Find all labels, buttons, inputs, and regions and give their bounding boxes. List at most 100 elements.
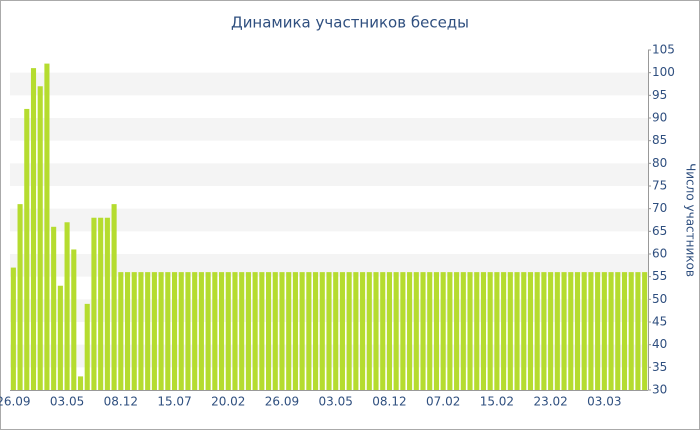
x-tick-label: 08.12 bbox=[104, 395, 138, 409]
bar bbox=[420, 272, 426, 390]
x-tick-label: 26.09 bbox=[265, 395, 299, 409]
y-tick-label: 50 bbox=[652, 292, 667, 306]
y-tick-label: 60 bbox=[652, 247, 667, 261]
x-tick-label: 26.09 bbox=[0, 395, 31, 409]
bar bbox=[440, 272, 446, 390]
bar bbox=[313, 272, 319, 390]
bar bbox=[299, 272, 305, 390]
bar bbox=[185, 272, 191, 390]
bar bbox=[10, 267, 16, 390]
y-tick-label: 30 bbox=[652, 383, 667, 397]
bar bbox=[595, 272, 601, 390]
bar bbox=[454, 272, 460, 390]
bar bbox=[205, 272, 211, 390]
bar bbox=[447, 272, 453, 390]
bar bbox=[292, 272, 298, 390]
bar bbox=[521, 272, 527, 390]
bar bbox=[118, 272, 124, 390]
bar bbox=[24, 108, 30, 390]
bar bbox=[104, 217, 110, 390]
x-tick-label: 03.03 bbox=[587, 395, 621, 409]
bar bbox=[239, 272, 245, 390]
bar bbox=[527, 272, 534, 390]
bar bbox=[71, 249, 77, 390]
bar bbox=[507, 272, 513, 390]
bar bbox=[306, 272, 312, 390]
x-tick-label: 03.05 bbox=[50, 395, 84, 409]
bar bbox=[514, 272, 520, 390]
grid-band bbox=[10, 254, 648, 277]
x-tick-label: 23.02 bbox=[533, 395, 567, 409]
grid-band bbox=[10, 163, 648, 186]
bar bbox=[178, 272, 184, 390]
bar bbox=[245, 272, 251, 390]
bar bbox=[467, 272, 473, 390]
bar bbox=[642, 272, 648, 390]
bar bbox=[111, 204, 117, 390]
bar bbox=[158, 272, 164, 390]
bar bbox=[98, 217, 104, 390]
bar bbox=[501, 272, 507, 390]
bar bbox=[17, 204, 23, 390]
bar bbox=[373, 272, 379, 390]
bar bbox=[198, 272, 204, 390]
y-tick-label: 35 bbox=[652, 360, 667, 374]
bar bbox=[145, 272, 151, 390]
y-tick-label: 75 bbox=[652, 179, 667, 193]
bar bbox=[621, 272, 628, 390]
bar bbox=[339, 272, 345, 390]
bar bbox=[64, 222, 70, 390]
y-tick-label: 100 bbox=[652, 65, 675, 79]
bar bbox=[266, 272, 272, 390]
bar bbox=[568, 272, 574, 390]
bar bbox=[487, 272, 493, 390]
bar bbox=[474, 272, 480, 390]
bar bbox=[165, 272, 171, 390]
y-tick-label: 90 bbox=[652, 111, 667, 125]
bar bbox=[554, 272, 560, 390]
y-tick-label: 85 bbox=[652, 133, 667, 147]
bar bbox=[494, 272, 500, 390]
bar bbox=[91, 217, 97, 390]
chart-title: Динамика участников беседы bbox=[231, 14, 469, 32]
bar bbox=[346, 272, 352, 390]
bar bbox=[380, 272, 386, 390]
bar bbox=[252, 272, 258, 390]
y-tick-label: 65 bbox=[652, 224, 667, 238]
bar bbox=[366, 272, 372, 390]
bar bbox=[225, 272, 231, 390]
bar bbox=[635, 272, 641, 390]
bar bbox=[279, 272, 285, 390]
y-tick-label: 40 bbox=[652, 337, 667, 351]
x-tick-label: 07.02 bbox=[426, 395, 460, 409]
bar bbox=[407, 272, 413, 390]
y-axis-label: Число участников bbox=[684, 163, 698, 277]
bar bbox=[353, 272, 359, 390]
bar bbox=[286, 272, 292, 390]
bar bbox=[30, 68, 37, 390]
bar bbox=[212, 272, 218, 390]
bar bbox=[427, 272, 433, 390]
bar bbox=[192, 272, 198, 390]
bar bbox=[272, 272, 278, 390]
bar bbox=[615, 272, 621, 390]
x-tick-label: 20.02 bbox=[211, 395, 245, 409]
bar bbox=[534, 272, 540, 390]
bar bbox=[124, 272, 131, 390]
bar bbox=[131, 272, 137, 390]
bar bbox=[413, 272, 419, 390]
bar bbox=[151, 272, 157, 390]
bar bbox=[574, 272, 581, 390]
bar bbox=[601, 272, 607, 390]
bar bbox=[84, 303, 90, 390]
bar bbox=[171, 272, 178, 390]
bar bbox=[608, 272, 614, 390]
bar bbox=[548, 272, 554, 390]
bar bbox=[138, 272, 144, 390]
bar bbox=[393, 272, 399, 390]
bar bbox=[480, 272, 487, 390]
bar bbox=[326, 272, 332, 390]
bar bbox=[333, 272, 339, 390]
grid-band bbox=[10, 118, 648, 141]
x-tick-label: 15.07 bbox=[157, 395, 191, 409]
